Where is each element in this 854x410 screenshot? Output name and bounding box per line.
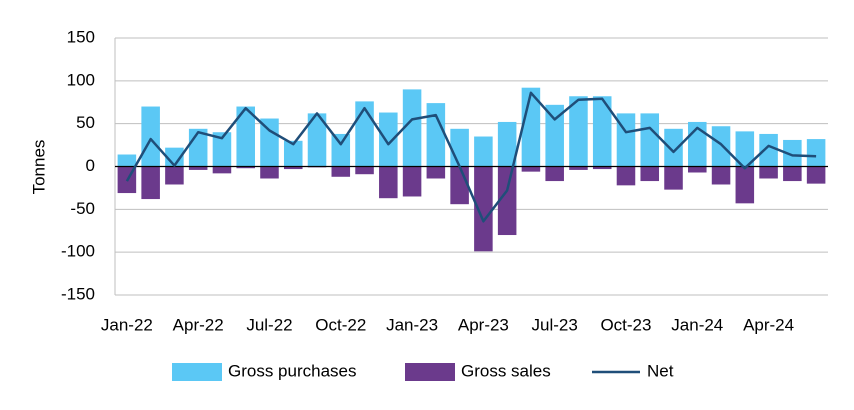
bar-gross-purchases <box>806 139 826 167</box>
legend: Gross purchases Gross sales Net <box>172 361 674 381</box>
bar-gross-sales <box>569 166 588 170</box>
y-tick-label: 150 <box>67 27 95 46</box>
bar-gross-sales <box>688 166 707 173</box>
bar-gross-purchases <box>664 128 683 167</box>
y-tick-label: 50 <box>76 113 95 132</box>
bar-gross-purchases <box>450 128 469 167</box>
bar-gross-sales <box>783 166 802 182</box>
bar-gross-purchases <box>735 131 755 167</box>
bar-gross-sales <box>450 166 469 205</box>
bar-gross-sales <box>165 166 184 185</box>
bar-gross-purchases <box>141 106 160 167</box>
bar-gross-purchases <box>426 103 446 167</box>
bar-gross-sales <box>402 166 422 197</box>
y-tick-label: -100 <box>61 242 95 261</box>
x-axis-ticks: Jan-22 Apr-22 Jul-22 Oct-22 Jan-23 Apr-23 Jul-… <box>101 315 794 334</box>
bar-gross-purchases <box>497 121 517 167</box>
bar-gross-purchases <box>402 89 422 167</box>
x-tick-label: Jan-24 <box>671 315 723 334</box>
x-tick-label: Oct-22 <box>315 315 366 334</box>
bar-gross-sales <box>355 166 374 175</box>
bar-gross-sales <box>759 166 778 179</box>
bar-gross-sales <box>141 166 160 200</box>
legend-swatch-gross-purchases <box>172 363 222 381</box>
bar-gross-sales <box>806 166 826 184</box>
bar-gross-purchases <box>260 118 279 167</box>
net-line-layer <box>125 91 817 223</box>
x-tick-label: Jan-22 <box>101 315 153 334</box>
bar-gross-purchases <box>331 133 351 167</box>
bar-gross-sales <box>711 166 731 185</box>
x-tick-label: Apr-24 <box>743 315 794 334</box>
bar-gross-purchases <box>379 112 398 167</box>
bar-gross-sales <box>474 166 493 252</box>
y-tick-label: -50 <box>70 199 95 218</box>
bar-gross-purchases <box>569 96 588 167</box>
net-line <box>125 91 817 223</box>
y-tick-label: 0 <box>86 156 95 175</box>
x-tick-label: Jul-22 <box>246 315 292 334</box>
y-tick-label: -150 <box>61 284 95 303</box>
bar-gross-purchases <box>283 140 303 167</box>
bar-gross-purchases <box>592 96 612 167</box>
bar-gross-sales <box>260 166 279 179</box>
x-tick-label: Apr-22 <box>173 315 224 334</box>
bar-gross-sales <box>616 166 636 186</box>
x-tick-label: Oct-23 <box>600 315 651 334</box>
bar-gross-sales <box>236 166 255 169</box>
bar-gross-sales <box>379 166 398 199</box>
bar-gross-sales <box>212 166 232 174</box>
legend-swatch-gross-sales <box>405 363 455 381</box>
bar-gross-purchases <box>236 106 255 167</box>
bar-gross-sales <box>283 166 303 170</box>
bar-gross-purchases <box>355 101 374 167</box>
bar-gross-sales <box>735 166 755 204</box>
legend-label-net: Net <box>647 361 674 380</box>
bar-gross-purchases <box>759 133 778 167</box>
bar-gross-purchases <box>307 113 327 167</box>
bar-gross-purchases <box>545 104 564 167</box>
bar-gross-purchases <box>711 126 731 167</box>
bar-gross-sales <box>640 166 660 182</box>
legend-label-gross-purchases: Gross purchases <box>228 361 357 380</box>
bar-gross-purchases <box>117 154 137 167</box>
bar-gross-sales <box>545 166 564 182</box>
bar-gross-sales <box>664 166 683 190</box>
bar-gross-purchases <box>640 113 660 167</box>
bars-layer <box>117 87 826 252</box>
x-tick-label: Jan-23 <box>386 315 438 334</box>
legend-label-gross-sales: Gross sales <box>461 361 551 380</box>
x-tick-label: Jul-23 <box>532 315 578 334</box>
bar-gross-purchases <box>212 132 232 167</box>
bar-gross-purchases <box>783 139 802 167</box>
y-tick-label: 100 <box>67 70 95 89</box>
bar-gross-sales <box>331 166 351 177</box>
y-axis-ticks: 150 100 50 0 -50 -100 -150 <box>61 27 95 303</box>
bar-gross-sales <box>497 166 517 236</box>
y-axis-title: Tonnes <box>29 140 48 195</box>
bar-gross-sales <box>592 166 612 170</box>
bar-gross-sales <box>188 166 208 170</box>
x-tick-label: Apr-23 <box>458 315 509 334</box>
bar-gross-sales <box>521 166 541 172</box>
bar-gross-purchases <box>474 136 493 167</box>
bar-gross-sales <box>426 166 446 179</box>
